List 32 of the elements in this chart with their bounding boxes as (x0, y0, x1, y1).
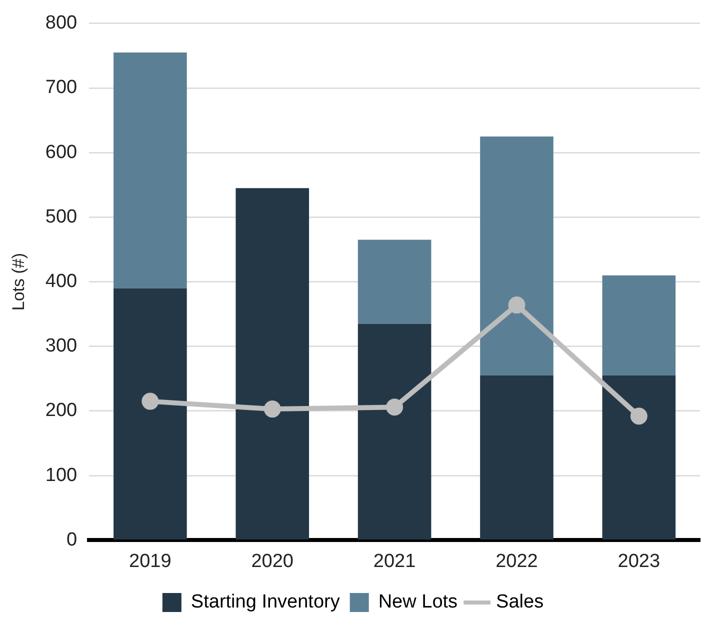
bar (480, 136, 554, 376)
y-tick-label: 0 (66, 529, 78, 550)
bar (114, 52, 187, 288)
point (142, 392, 159, 410)
legend-label: Starting Inventory (190, 592, 340, 613)
bar (236, 188, 310, 540)
y-tick-label: 400 (45, 271, 78, 292)
legend-label: Sales (496, 592, 544, 613)
bar (480, 375, 554, 540)
x-tick-label: 2021 (373, 550, 416, 572)
x-tick-label: 2020 (251, 550, 294, 572)
bar (358, 324, 432, 540)
point (264, 400, 281, 418)
bar (602, 375, 676, 540)
y-tick-label: 700 (45, 77, 78, 98)
y-tick-label: 300 (45, 336, 78, 357)
y-tick-label: 500 (45, 206, 78, 228)
x-tick-label: 2022 (496, 550, 538, 572)
point (386, 398, 404, 416)
y-tick-label: 600 (45, 142, 78, 163)
bar (114, 288, 187, 540)
legend-label: New Lots (378, 592, 458, 613)
y-tick-label: 200 (45, 400, 78, 422)
y-axis-title: Lots (#) (8, 252, 28, 311)
bar (602, 275, 676, 376)
y-tick-label: 800 (45, 12, 78, 34)
y-tick-label: 100 (45, 464, 78, 486)
point (630, 408, 648, 425)
bar (358, 240, 432, 324)
x-tick-label: 2023 (618, 550, 660, 572)
x-tick-label: 2019 (129, 550, 172, 572)
point (508, 296, 526, 314)
